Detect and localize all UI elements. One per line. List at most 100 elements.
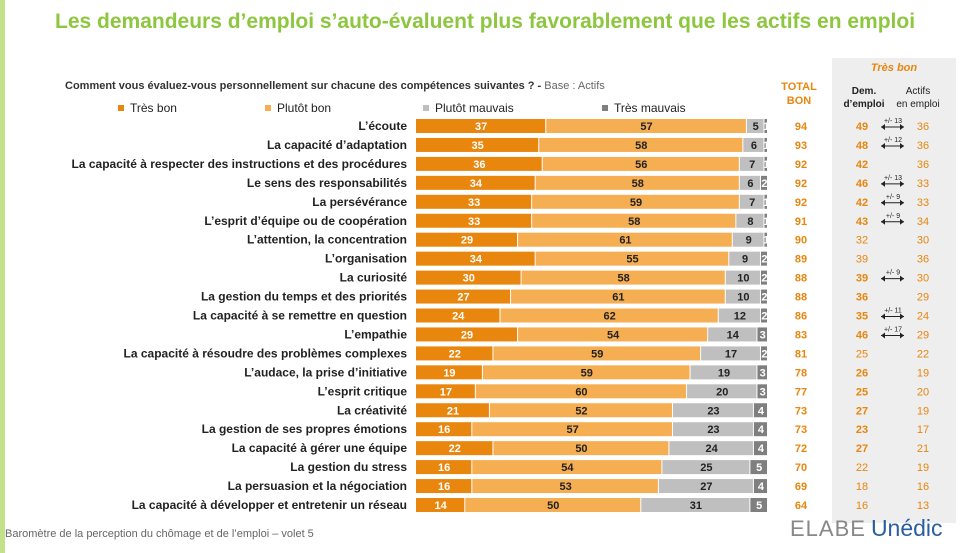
total-bon-value: 70 bbox=[795, 462, 807, 474]
bar-value-label: 29 bbox=[461, 329, 473, 341]
difference-arrow-head-left bbox=[881, 124, 885, 130]
bar-segment bbox=[760, 289, 767, 304]
bar-value-label: 16 bbox=[438, 462, 450, 474]
tres-bon-dem-value: 36 bbox=[856, 292, 868, 304]
bar-value-label: 53 bbox=[559, 481, 571, 493]
column-header-line: Dem. bbox=[851, 86, 877, 97]
bar-value-label: 2 bbox=[761, 311, 767, 323]
tres-bon-dem-value: 27 bbox=[856, 405, 868, 417]
total-bon-value: 69 bbox=[795, 481, 807, 493]
total-bon-value: 94 bbox=[795, 121, 808, 133]
tres-bon-actifs-value: 36 bbox=[917, 159, 929, 171]
bar-segment bbox=[416, 441, 493, 456]
bar-segment bbox=[757, 327, 767, 342]
bar-value-label: 35 bbox=[471, 140, 483, 152]
difference-arrow-head-right bbox=[900, 180, 904, 187]
bar-value-label: 58 bbox=[632, 178, 644, 190]
bar-segment bbox=[672, 422, 753, 437]
footer-text: Baromètre de la perception du chômage et… bbox=[5, 528, 314, 540]
bar-value-label: 2 bbox=[761, 292, 767, 304]
bar-segment bbox=[753, 479, 767, 494]
bar-segment bbox=[500, 308, 718, 323]
difference-arrow-head-left bbox=[881, 313, 885, 320]
difference-label: +/- 12 bbox=[884, 137, 902, 144]
total-bon-value: 93 bbox=[795, 140, 807, 152]
bar-segment bbox=[743, 137, 764, 152]
tres-bon-dem-value: 16 bbox=[856, 500, 868, 512]
bar-segment bbox=[416, 403, 489, 418]
bar-segment bbox=[416, 270, 521, 285]
tres-bon-actifs-value: 19 bbox=[917, 462, 929, 474]
bar-segment bbox=[739, 194, 764, 209]
bar-segment bbox=[760, 270, 767, 285]
difference-arrow-head-right bbox=[900, 313, 904, 320]
bar-segment bbox=[472, 479, 658, 494]
total-header-line: BON bbox=[786, 95, 812, 107]
bar-value-label: 19 bbox=[718, 367, 730, 379]
category-label: L’audace, la prise d’initiative bbox=[244, 365, 407, 379]
category-label: La créativité bbox=[337, 403, 407, 417]
tres-bon-actifs-value: 36 bbox=[917, 140, 929, 152]
total-bon-value: 88 bbox=[795, 292, 807, 304]
bar-segment bbox=[750, 460, 767, 475]
bar-value-label: 27 bbox=[700, 481, 712, 493]
total-bon-value: 83 bbox=[795, 329, 807, 341]
tres-bon-actifs-value: 17 bbox=[917, 424, 929, 436]
bar-value-label: 2 bbox=[761, 348, 767, 360]
bar-value-label: 57 bbox=[567, 424, 579, 436]
tres-bon-actifs-value: 24 bbox=[917, 311, 929, 323]
bar-segment bbox=[416, 232, 518, 247]
bar-segment bbox=[658, 479, 753, 494]
category-label: La capacité à gérer une équipe bbox=[232, 441, 408, 455]
bar-segment bbox=[729, 251, 760, 266]
total-bon-value: 73 bbox=[795, 424, 807, 436]
bar-segment bbox=[493, 346, 701, 361]
tres-bon-dem-value: 26 bbox=[856, 367, 868, 379]
bar-value-label: 34 bbox=[470, 178, 483, 190]
category-label: La gestion de ses propres émotions bbox=[202, 422, 408, 436]
difference-arrow-head-right bbox=[900, 218, 904, 225]
bar-value-label: 10 bbox=[737, 273, 749, 285]
bar-segment bbox=[416, 384, 475, 399]
bar-value-label: 12 bbox=[734, 311, 746, 323]
bar-segment bbox=[672, 403, 753, 418]
bar-value-label: 33 bbox=[468, 216, 480, 228]
bar-value-label: 30 bbox=[463, 273, 475, 285]
bar-value-label: 7 bbox=[749, 197, 755, 209]
difference-arrow-head-left bbox=[881, 199, 885, 206]
difference-label: +/- 13 bbox=[884, 175, 902, 182]
column-header-demandeurs: Dem. d’emploi bbox=[836, 85, 892, 111]
bar-segment bbox=[416, 119, 546, 133]
question-label: Comment vous évaluez-vous personnellemen… bbox=[65, 80, 542, 92]
difference-label: +/- 17 bbox=[884, 326, 902, 333]
column-header-line: Actifs bbox=[905, 86, 931, 97]
tres-bon-actifs-value: 30 bbox=[917, 235, 929, 247]
tres-bon-actifs-value: 16 bbox=[917, 481, 929, 493]
bar-segment bbox=[753, 441, 767, 456]
bar-segment bbox=[511, 289, 725, 304]
bar-value-label: 59 bbox=[581, 367, 593, 379]
column-header-line: en emploi bbox=[896, 99, 940, 110]
category-label: La persuasion et la négociation bbox=[228, 479, 407, 493]
bar-value-label: 50 bbox=[575, 443, 587, 455]
bar-value-label: 17 bbox=[440, 386, 452, 398]
legend-label: Plutôt mauvais bbox=[435, 101, 514, 115]
category-label: La persévérance bbox=[312, 195, 407, 209]
bar-value-label: 3 bbox=[760, 329, 766, 341]
bar-segment bbox=[416, 289, 511, 304]
tres-bon-actifs-value: 36 bbox=[917, 121, 929, 133]
bar-value-label: 25 bbox=[700, 462, 712, 474]
category-label: L’attention, la concentration bbox=[247, 233, 407, 247]
tres-bon-dem-value: 23 bbox=[856, 424, 868, 436]
tres-bon-panel bbox=[832, 58, 956, 523]
difference-label: +/- 9 bbox=[886, 270, 900, 277]
total-bon-value: 64 bbox=[795, 500, 808, 512]
bar-value-label: 1 bbox=[763, 159, 769, 171]
bar-segment bbox=[753, 403, 767, 418]
bar-value-label: 2 bbox=[761, 178, 767, 190]
tres-bon-dem-value: 35 bbox=[856, 311, 868, 323]
total-bon-value: 78 bbox=[795, 367, 807, 379]
tres-bon-actifs-value: 21 bbox=[917, 443, 929, 455]
bar-value-label: 29 bbox=[461, 235, 473, 247]
difference-label: +/- 9 bbox=[886, 194, 900, 201]
